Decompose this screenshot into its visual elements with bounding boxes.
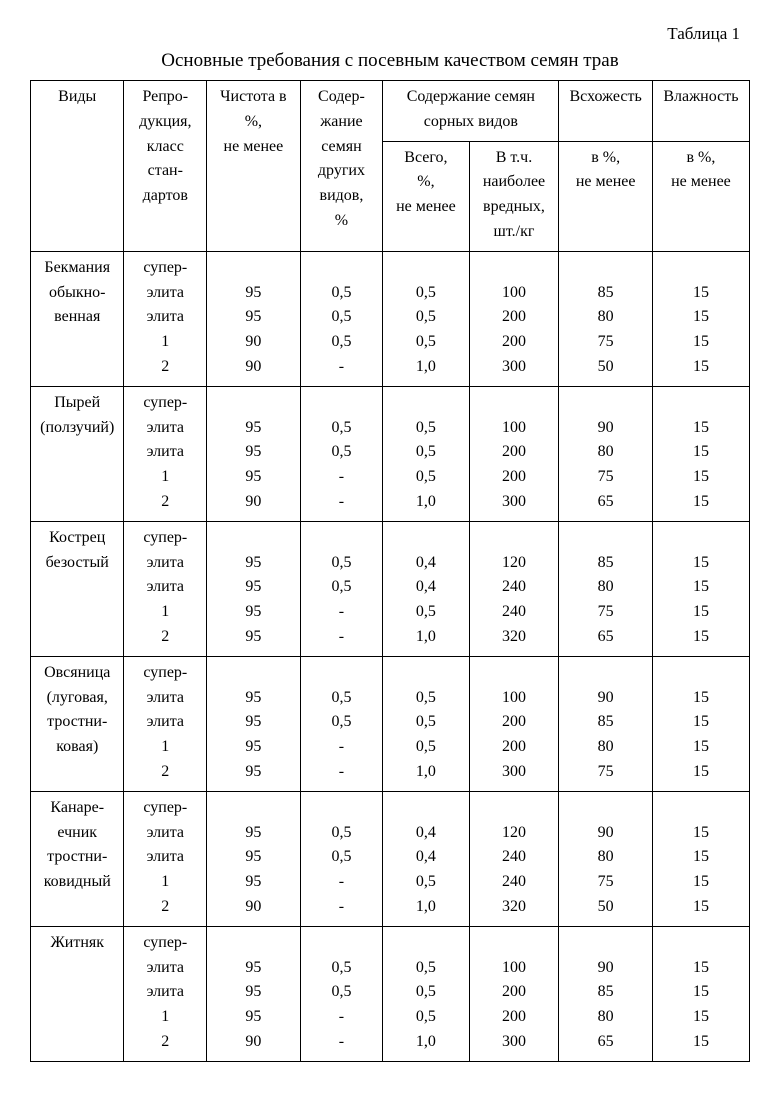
moisture-value: 15 15 15 15 <box>652 791 749 926</box>
purity-value: 95 95 95 95 <box>207 656 300 791</box>
table-row: Овсяница (луговая, тростни- ковая)супер-… <box>31 656 750 791</box>
reproduction-class: супер- элита элита 1 2 <box>124 251 207 386</box>
weed-total-value: 0,5 0,5 0,5 1,0 <box>383 926 469 1061</box>
col-subheader-weed-total: Всего, %, не менее <box>383 141 469 251</box>
purity-value: 95 95 95 90 <box>207 926 300 1061</box>
purity-value: 95 95 95 90 <box>207 791 300 926</box>
reproduction-class: супер- элита элита 1 2 <box>124 521 207 656</box>
species-name: Овсяница (луговая, тростни- ковая) <box>31 656 124 791</box>
germination-value: 90 80 75 65 <box>559 386 652 521</box>
weed-total-value: 0,4 0,4 0,5 1,0 <box>383 521 469 656</box>
col-subheader-moisture: в %, не менее <box>652 141 749 251</box>
weed-harm-value: 100 200 200 300 <box>469 251 559 386</box>
weed-harm-value: 100 200 200 300 <box>469 926 559 1061</box>
weed-total-value: 0,5 0,5 0,5 1,0 <box>383 656 469 791</box>
col-header-purity: Чистота в %, не менее <box>207 81 300 252</box>
table-number-label: Таблица 1 <box>30 24 750 44</box>
col-header-species: Виды <box>31 81 124 252</box>
col-header-germination: Всхожесть <box>559 81 652 142</box>
species-name: Пырей (ползучий) <box>31 386 124 521</box>
other-seeds-value: 0,5 0,5 - - <box>300 521 383 656</box>
col-subheader-germination: в %, не менее <box>559 141 652 251</box>
germination-value: 85 80 75 65 <box>559 521 652 656</box>
other-seeds-value: 0,5 0,5 - - <box>300 386 383 521</box>
col-header-reproduction: Репро- дукция, класс стан- дартов <box>124 81 207 252</box>
moisture-value: 15 15 15 15 <box>652 926 749 1061</box>
reproduction-class: супер- элита элита 1 2 <box>124 656 207 791</box>
weed-harm-value: 120 240 240 320 <box>469 521 559 656</box>
germination-value: 90 80 75 50 <box>559 791 652 926</box>
seed-quality-table: Виды Репро- дукция, класс стан- дартов Ч… <box>30 80 750 1062</box>
table-row: Бекмания обыкно- веннаясупер- элита элит… <box>31 251 750 386</box>
other-seeds-value: 0,5 0,5 0,5 - <box>300 251 383 386</box>
purity-value: 95 95 95 90 <box>207 386 300 521</box>
other-seeds-value: 0,5 0,5 - - <box>300 791 383 926</box>
table-body: Бекмания обыкно- веннаясупер- элита элит… <box>31 251 750 1061</box>
weed-total-value: 0,5 0,5 0,5 1,0 <box>383 251 469 386</box>
col-header-moisture: Влажность <box>652 81 749 142</box>
reproduction-class: супер- элита элита 1 2 <box>124 386 207 521</box>
other-seeds-value: 0,5 0,5 - - <box>300 656 383 791</box>
germination-value: 85 80 75 50 <box>559 251 652 386</box>
weed-total-value: 0,4 0,4 0,5 1,0 <box>383 791 469 926</box>
moisture-value: 15 15 15 15 <box>652 386 749 521</box>
weed-harm-value: 120 240 240 320 <box>469 791 559 926</box>
col-header-other-seeds: Содер- жание семян других видов, % <box>300 81 383 252</box>
species-name: Бекмания обыкно- венная <box>31 251 124 386</box>
other-seeds-value: 0,5 0,5 - - <box>300 926 383 1061</box>
weed-harm-value: 100 200 200 300 <box>469 386 559 521</box>
purity-value: 95 95 95 95 <box>207 521 300 656</box>
species-name: Кострец безостый <box>31 521 124 656</box>
weed-harm-value: 100 200 200 300 <box>469 656 559 791</box>
table-row: Канаре- ечник тростни- ковидныйсупер- эл… <box>31 791 750 926</box>
col-subheader-weed-harm: В т.ч. наиболее вредных, шт./кг <box>469 141 559 251</box>
table-row: Житняксупер- элита элита 1 2 95 95 95 90… <box>31 926 750 1061</box>
species-name: Житняк <box>31 926 124 1061</box>
weed-total-value: 0,5 0,5 0,5 1,0 <box>383 386 469 521</box>
moisture-value: 15 15 15 15 <box>652 656 749 791</box>
purity-value: 95 95 90 90 <box>207 251 300 386</box>
moisture-value: 15 15 15 15 <box>652 521 749 656</box>
reproduction-class: супер- элита элита 1 2 <box>124 791 207 926</box>
germination-value: 90 85 80 75 <box>559 656 652 791</box>
germination-value: 90 85 80 65 <box>559 926 652 1061</box>
table-caption: Основные требования с посевным качеством… <box>30 50 750 72</box>
reproduction-class: супер- элита элита 1 2 <box>124 926 207 1061</box>
moisture-value: 15 15 15 15 <box>652 251 749 386</box>
table-row: Пырей (ползучий)супер- элита элита 1 2 9… <box>31 386 750 521</box>
species-name: Канаре- ечник тростни- ковидный <box>31 791 124 926</box>
table-row: Кострец безостыйсупер- элита элита 1 2 9… <box>31 521 750 656</box>
col-header-weed-group: Содержание семян сорных видов <box>383 81 559 142</box>
